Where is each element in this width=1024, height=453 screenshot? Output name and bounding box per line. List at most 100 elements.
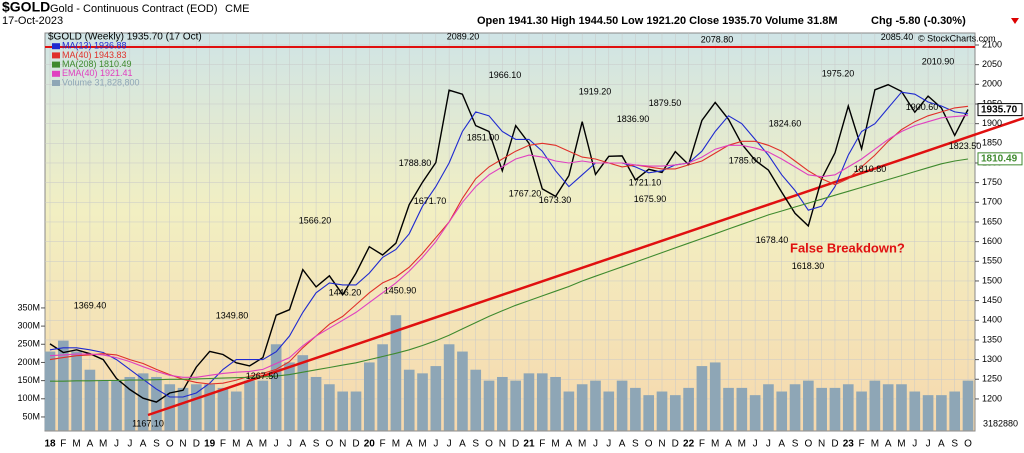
x-tick-label: M [392,439,400,450]
price-line [49,83,969,403]
x-tick-label: S [153,439,160,450]
volume-bar [749,395,761,431]
x-tick-label: J [287,439,292,450]
volume-bar [643,395,655,431]
annotation: 1369.40 [74,301,107,311]
volume-bar [390,315,402,431]
annotation: 1836.90 [617,114,650,124]
legend-label: MA(40) 1943.83 [62,50,127,60]
x-tick-label: M [738,439,746,450]
volume-bar [230,391,242,431]
x-tick-label: N [179,439,186,450]
x-tick-label: A [459,439,466,450]
x-tick-label: A [778,439,785,450]
annotation: 1810.80 [854,164,887,174]
x-tick-label: M [578,439,586,450]
y-tick-label: 2100 [982,39,1002,49]
x-tick-label: J [593,439,598,450]
annotation: 2010.90 [922,56,955,66]
annotation: 1566.20 [299,215,332,225]
exchange: CME [225,3,249,15]
y-tick-label: 1850 [982,138,1002,148]
volume-bar [763,384,774,431]
trend-line [147,116,1024,417]
x-tick-label: O [964,439,972,450]
price-tag [977,152,1023,166]
volume-bar [310,376,322,431]
annotation: 2085.40 [881,32,914,42]
volume-bar [417,373,428,431]
x-tick-label: N [658,439,665,450]
price-tag [977,103,1023,117]
volume-bar [71,351,82,431]
legend-label: MA(13) 1936.88 [62,41,127,51]
volume-bar [829,387,841,431]
annotation: 1446.20 [329,287,362,297]
legend-swatch [52,80,60,86]
volume-bar [84,369,96,431]
price-line [49,114,969,378]
y-tick-label: 2000 [982,79,1002,89]
x-tick-label: A [566,439,573,450]
price-line [49,105,969,385]
y-tick-label: 1450 [982,295,1002,305]
volume-tag: 3182880 [983,418,1018,428]
volume-bar [936,395,947,431]
y-tick-label: 1900 [982,118,1002,128]
volume-bar [736,387,748,431]
quote: Open 1941.30 High 1944.50 Low 1921.20 Cl… [477,15,838,27]
x-tick-label: J [766,439,771,450]
y-tick-label: 1400 [982,315,1002,325]
x-tick-label: S [792,439,799,450]
annotation: 1450.90 [384,286,417,296]
x-tick-label: J [433,439,438,450]
volume-bar [457,351,468,431]
y2-tick-label: 300M [17,320,40,330]
date: 17-Oct-2023 [2,15,63,27]
y-tick-label: 1600 [982,236,1002,246]
x-tick-label: A [725,439,732,450]
x-tick-label: F [539,439,545,450]
note: False Breakdown? [790,240,905,255]
volume-bar [949,391,961,431]
x-tick-label: M [551,439,559,450]
x-tick-label: D [352,439,359,450]
y-tick-label: 1250 [982,374,1002,384]
plot-area [44,32,976,432]
volume-bar [590,380,601,431]
volume-bar [869,380,881,431]
price-line [49,91,969,398]
volume-bar [683,387,694,431]
y-tick-label: 1350 [982,334,1002,344]
symbol: $GOLD [2,0,50,15]
x-tick-label: M [871,439,879,450]
volume-bar [191,384,202,431]
x-tick-label: A [140,439,147,450]
y-tick-label: 1550 [982,256,1002,266]
x-tick-label: M [232,439,240,450]
x-tick-label: O [485,439,493,450]
volume-bar [483,380,495,431]
volume-bar [151,376,162,431]
y2-tick-label: 150M [17,375,40,385]
legend-swatch [52,70,60,77]
x-tick-label: A [87,439,94,450]
volume-bar [443,344,455,431]
x-tick-label: M [418,439,426,450]
y-tick-label: 1500 [982,275,1002,285]
annotation: 1785.00 [729,155,762,165]
x-tick-label: A [299,439,306,450]
x-tick-label: J [274,439,279,450]
x-tick-label: A [885,439,892,450]
x-tick-label: J [926,439,931,450]
volume-bar [377,344,388,431]
annotation: 1721.10 [629,177,662,187]
x-tick-label: A [406,439,413,450]
x-tick-label: S [472,439,479,450]
x-tick-label: 18 [44,439,56,450]
x-tick-label: N [818,439,825,450]
legend-label: Volume 31,828,800 [62,77,140,87]
x-tick-label: 20 [364,439,376,450]
y-tick-label: 1700 [982,197,1002,207]
legend-label: MA(208) 1810.49 [62,59,132,69]
